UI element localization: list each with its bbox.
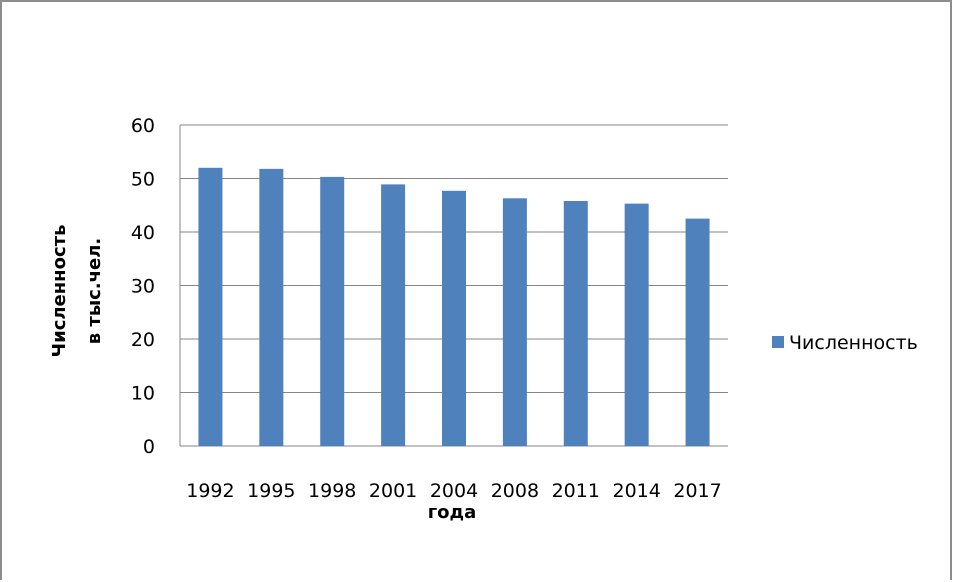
bar-1995 [259, 168, 284, 446]
bar-2011 [563, 200, 588, 446]
x-tick-label: 1995 [247, 480, 295, 502]
y-tick-labels: 0 10 20 30 40 50 60 [131, 115, 155, 458]
x-tick-label: 2014 [612, 480, 660, 502]
y-tick-label: 20 [131, 329, 155, 351]
x-tick-label: 2004 [430, 480, 478, 502]
y-tick-label: 60 [131, 115, 155, 137]
y-axis-title-line-2: в тыс.чел. [84, 238, 105, 344]
x-tick-labels: 1992 1995 1998 2001 2004 2008 2011 2014 2017 [186, 480, 721, 502]
x-tick-label: 1998 [308, 480, 356, 502]
y-tick-label: 50 [131, 169, 155, 191]
bar-2017 [685, 218, 710, 446]
bar-1992 [198, 167, 223, 447]
y-tick-label: 10 [131, 383, 155, 405]
y-axis-title-line-1: Численность [49, 225, 70, 358]
bar-2008 [502, 198, 527, 446]
x-tick-label: 2001 [369, 480, 417, 502]
x-tick-label: 2008 [491, 480, 539, 502]
x-axis-title: года [428, 502, 476, 523]
y-tick-label: 0 [143, 436, 155, 458]
x-tick-label: 1992 [186, 480, 234, 502]
legend-swatch [772, 336, 784, 348]
x-tick-label: 2017 [673, 480, 721, 502]
y-tick-label: 40 [131, 222, 155, 244]
y-tick-label: 30 [131, 276, 155, 298]
legend: Численность [772, 332, 918, 354]
bar-2004 [442, 190, 466, 446]
bar-2001 [381, 184, 406, 446]
bar-1998 [320, 176, 345, 446]
x-tick-label: 2011 [552, 480, 600, 502]
bars [198, 167, 710, 447]
legend-label: Численность [789, 332, 918, 354]
y-axis-title: Численность в тыс.чел. [49, 225, 105, 358]
bar-2014 [624, 203, 649, 446]
